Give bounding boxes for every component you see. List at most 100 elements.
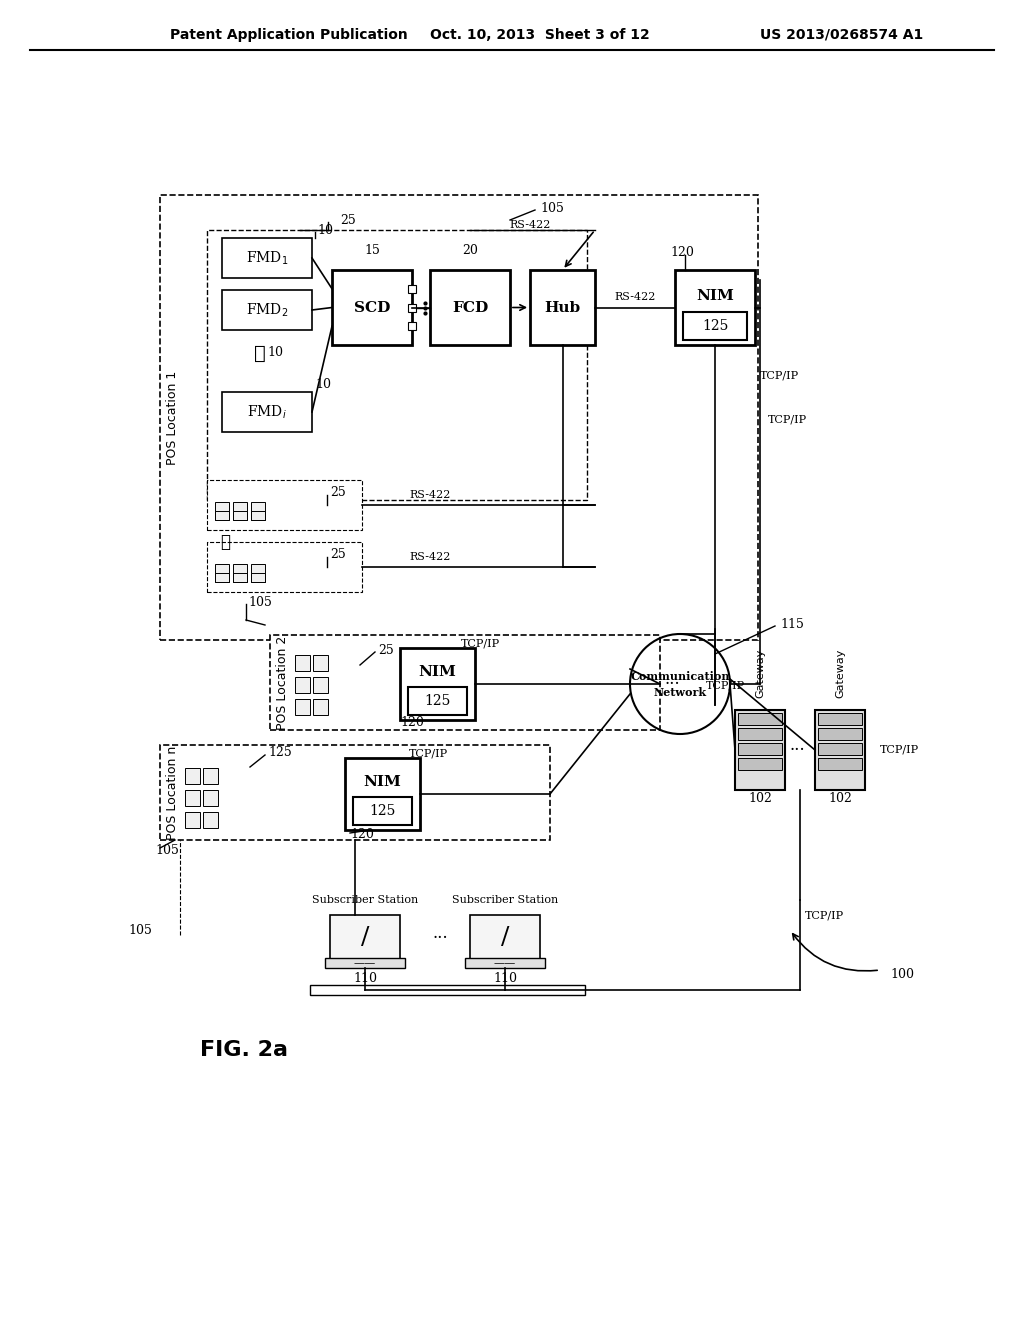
FancyBboxPatch shape bbox=[222, 392, 312, 432]
FancyBboxPatch shape bbox=[408, 304, 416, 312]
FancyBboxPatch shape bbox=[207, 480, 362, 531]
FancyBboxPatch shape bbox=[251, 573, 265, 582]
Text: 105: 105 bbox=[248, 595, 272, 609]
FancyBboxPatch shape bbox=[818, 743, 862, 755]
FancyBboxPatch shape bbox=[408, 322, 416, 330]
FancyBboxPatch shape bbox=[332, 271, 412, 345]
Text: ···: ··· bbox=[665, 676, 680, 693]
FancyBboxPatch shape bbox=[313, 700, 328, 715]
FancyBboxPatch shape bbox=[233, 502, 247, 520]
FancyBboxPatch shape bbox=[818, 758, 862, 770]
Text: 115: 115 bbox=[780, 618, 804, 631]
FancyBboxPatch shape bbox=[310, 985, 585, 995]
FancyBboxPatch shape bbox=[207, 230, 587, 500]
FancyBboxPatch shape bbox=[738, 729, 782, 741]
Text: 10: 10 bbox=[317, 223, 333, 236]
Text: POS Location n: POS Location n bbox=[166, 746, 178, 840]
Text: 120: 120 bbox=[670, 246, 694, 259]
FancyBboxPatch shape bbox=[215, 502, 229, 520]
FancyBboxPatch shape bbox=[185, 812, 200, 828]
Text: Communication: Communication bbox=[630, 671, 730, 681]
Text: 102: 102 bbox=[828, 792, 852, 804]
Text: NIM: NIM bbox=[696, 289, 734, 302]
Text: FIG. 2a: FIG. 2a bbox=[200, 1040, 288, 1060]
Text: NIM: NIM bbox=[419, 665, 457, 678]
Text: ——: —— bbox=[494, 958, 516, 968]
FancyBboxPatch shape bbox=[295, 655, 310, 671]
FancyBboxPatch shape bbox=[735, 710, 785, 789]
Text: Hub: Hub bbox=[545, 301, 581, 314]
Text: Gateway: Gateway bbox=[755, 648, 765, 698]
Text: 110: 110 bbox=[493, 972, 517, 985]
FancyBboxPatch shape bbox=[465, 958, 545, 968]
FancyBboxPatch shape bbox=[313, 677, 328, 693]
FancyBboxPatch shape bbox=[738, 743, 782, 755]
Text: 120: 120 bbox=[350, 829, 374, 842]
FancyBboxPatch shape bbox=[251, 511, 265, 520]
Text: TCP/IP: TCP/IP bbox=[409, 748, 447, 758]
FancyBboxPatch shape bbox=[207, 543, 362, 591]
FancyBboxPatch shape bbox=[325, 958, 406, 968]
Text: ——: —— bbox=[354, 958, 376, 968]
FancyBboxPatch shape bbox=[270, 635, 660, 730]
Text: 25: 25 bbox=[330, 549, 346, 561]
Text: 102: 102 bbox=[749, 792, 772, 804]
FancyBboxPatch shape bbox=[251, 564, 265, 582]
FancyBboxPatch shape bbox=[430, 271, 510, 345]
Text: 25: 25 bbox=[330, 487, 346, 499]
Text: 105: 105 bbox=[155, 843, 179, 857]
Text: POS Location 2: POS Location 2 bbox=[275, 635, 289, 730]
FancyBboxPatch shape bbox=[185, 768, 200, 784]
Text: 20: 20 bbox=[462, 243, 478, 256]
Text: ⋮: ⋮ bbox=[220, 535, 230, 552]
FancyBboxPatch shape bbox=[233, 511, 247, 520]
Text: 105: 105 bbox=[128, 924, 152, 936]
Text: 100: 100 bbox=[890, 969, 914, 982]
FancyBboxPatch shape bbox=[251, 502, 265, 520]
Text: US 2013/0268574 A1: US 2013/0268574 A1 bbox=[760, 28, 924, 42]
Text: FMD$_1$: FMD$_1$ bbox=[246, 249, 288, 267]
Text: FCD: FCD bbox=[452, 301, 488, 314]
FancyBboxPatch shape bbox=[313, 655, 328, 671]
FancyBboxPatch shape bbox=[530, 271, 595, 345]
FancyBboxPatch shape bbox=[818, 729, 862, 741]
Text: RS-422: RS-422 bbox=[410, 552, 451, 562]
Text: RS-422: RS-422 bbox=[614, 293, 655, 302]
Text: 10: 10 bbox=[315, 378, 331, 391]
Text: 15: 15 bbox=[365, 243, 380, 256]
FancyBboxPatch shape bbox=[675, 271, 755, 345]
Text: 10: 10 bbox=[267, 346, 283, 359]
Text: 25: 25 bbox=[378, 644, 394, 656]
FancyBboxPatch shape bbox=[738, 758, 782, 770]
FancyBboxPatch shape bbox=[738, 713, 782, 725]
Text: POS Location 1: POS Location 1 bbox=[166, 371, 178, 465]
Text: Subscriber Station: Subscriber Station bbox=[312, 895, 418, 906]
FancyBboxPatch shape bbox=[815, 710, 865, 789]
Text: TCP/IP: TCP/IP bbox=[805, 909, 844, 920]
Text: 25: 25 bbox=[340, 214, 355, 227]
Text: 125: 125 bbox=[424, 694, 451, 708]
FancyBboxPatch shape bbox=[215, 511, 229, 520]
Text: 105: 105 bbox=[540, 202, 564, 214]
Text: 125: 125 bbox=[268, 747, 292, 759]
Text: Network: Network bbox=[653, 686, 707, 697]
FancyBboxPatch shape bbox=[330, 915, 400, 960]
Text: NIM: NIM bbox=[364, 775, 401, 789]
Text: TCP/IP: TCP/IP bbox=[706, 680, 744, 690]
Text: RS-422: RS-422 bbox=[509, 220, 551, 230]
FancyBboxPatch shape bbox=[222, 238, 312, 279]
FancyBboxPatch shape bbox=[400, 648, 475, 719]
FancyBboxPatch shape bbox=[818, 713, 862, 725]
Text: TCP/IP: TCP/IP bbox=[880, 744, 920, 755]
FancyBboxPatch shape bbox=[408, 686, 467, 715]
FancyBboxPatch shape bbox=[203, 789, 218, 807]
FancyBboxPatch shape bbox=[215, 564, 229, 582]
Text: 125: 125 bbox=[701, 319, 728, 333]
Text: /: / bbox=[360, 927, 370, 949]
FancyBboxPatch shape bbox=[215, 573, 229, 582]
Text: /: / bbox=[501, 927, 509, 949]
Text: 120: 120 bbox=[400, 715, 424, 729]
FancyBboxPatch shape bbox=[470, 915, 540, 960]
FancyBboxPatch shape bbox=[353, 797, 412, 825]
Text: TCP/IP: TCP/IP bbox=[461, 638, 500, 648]
